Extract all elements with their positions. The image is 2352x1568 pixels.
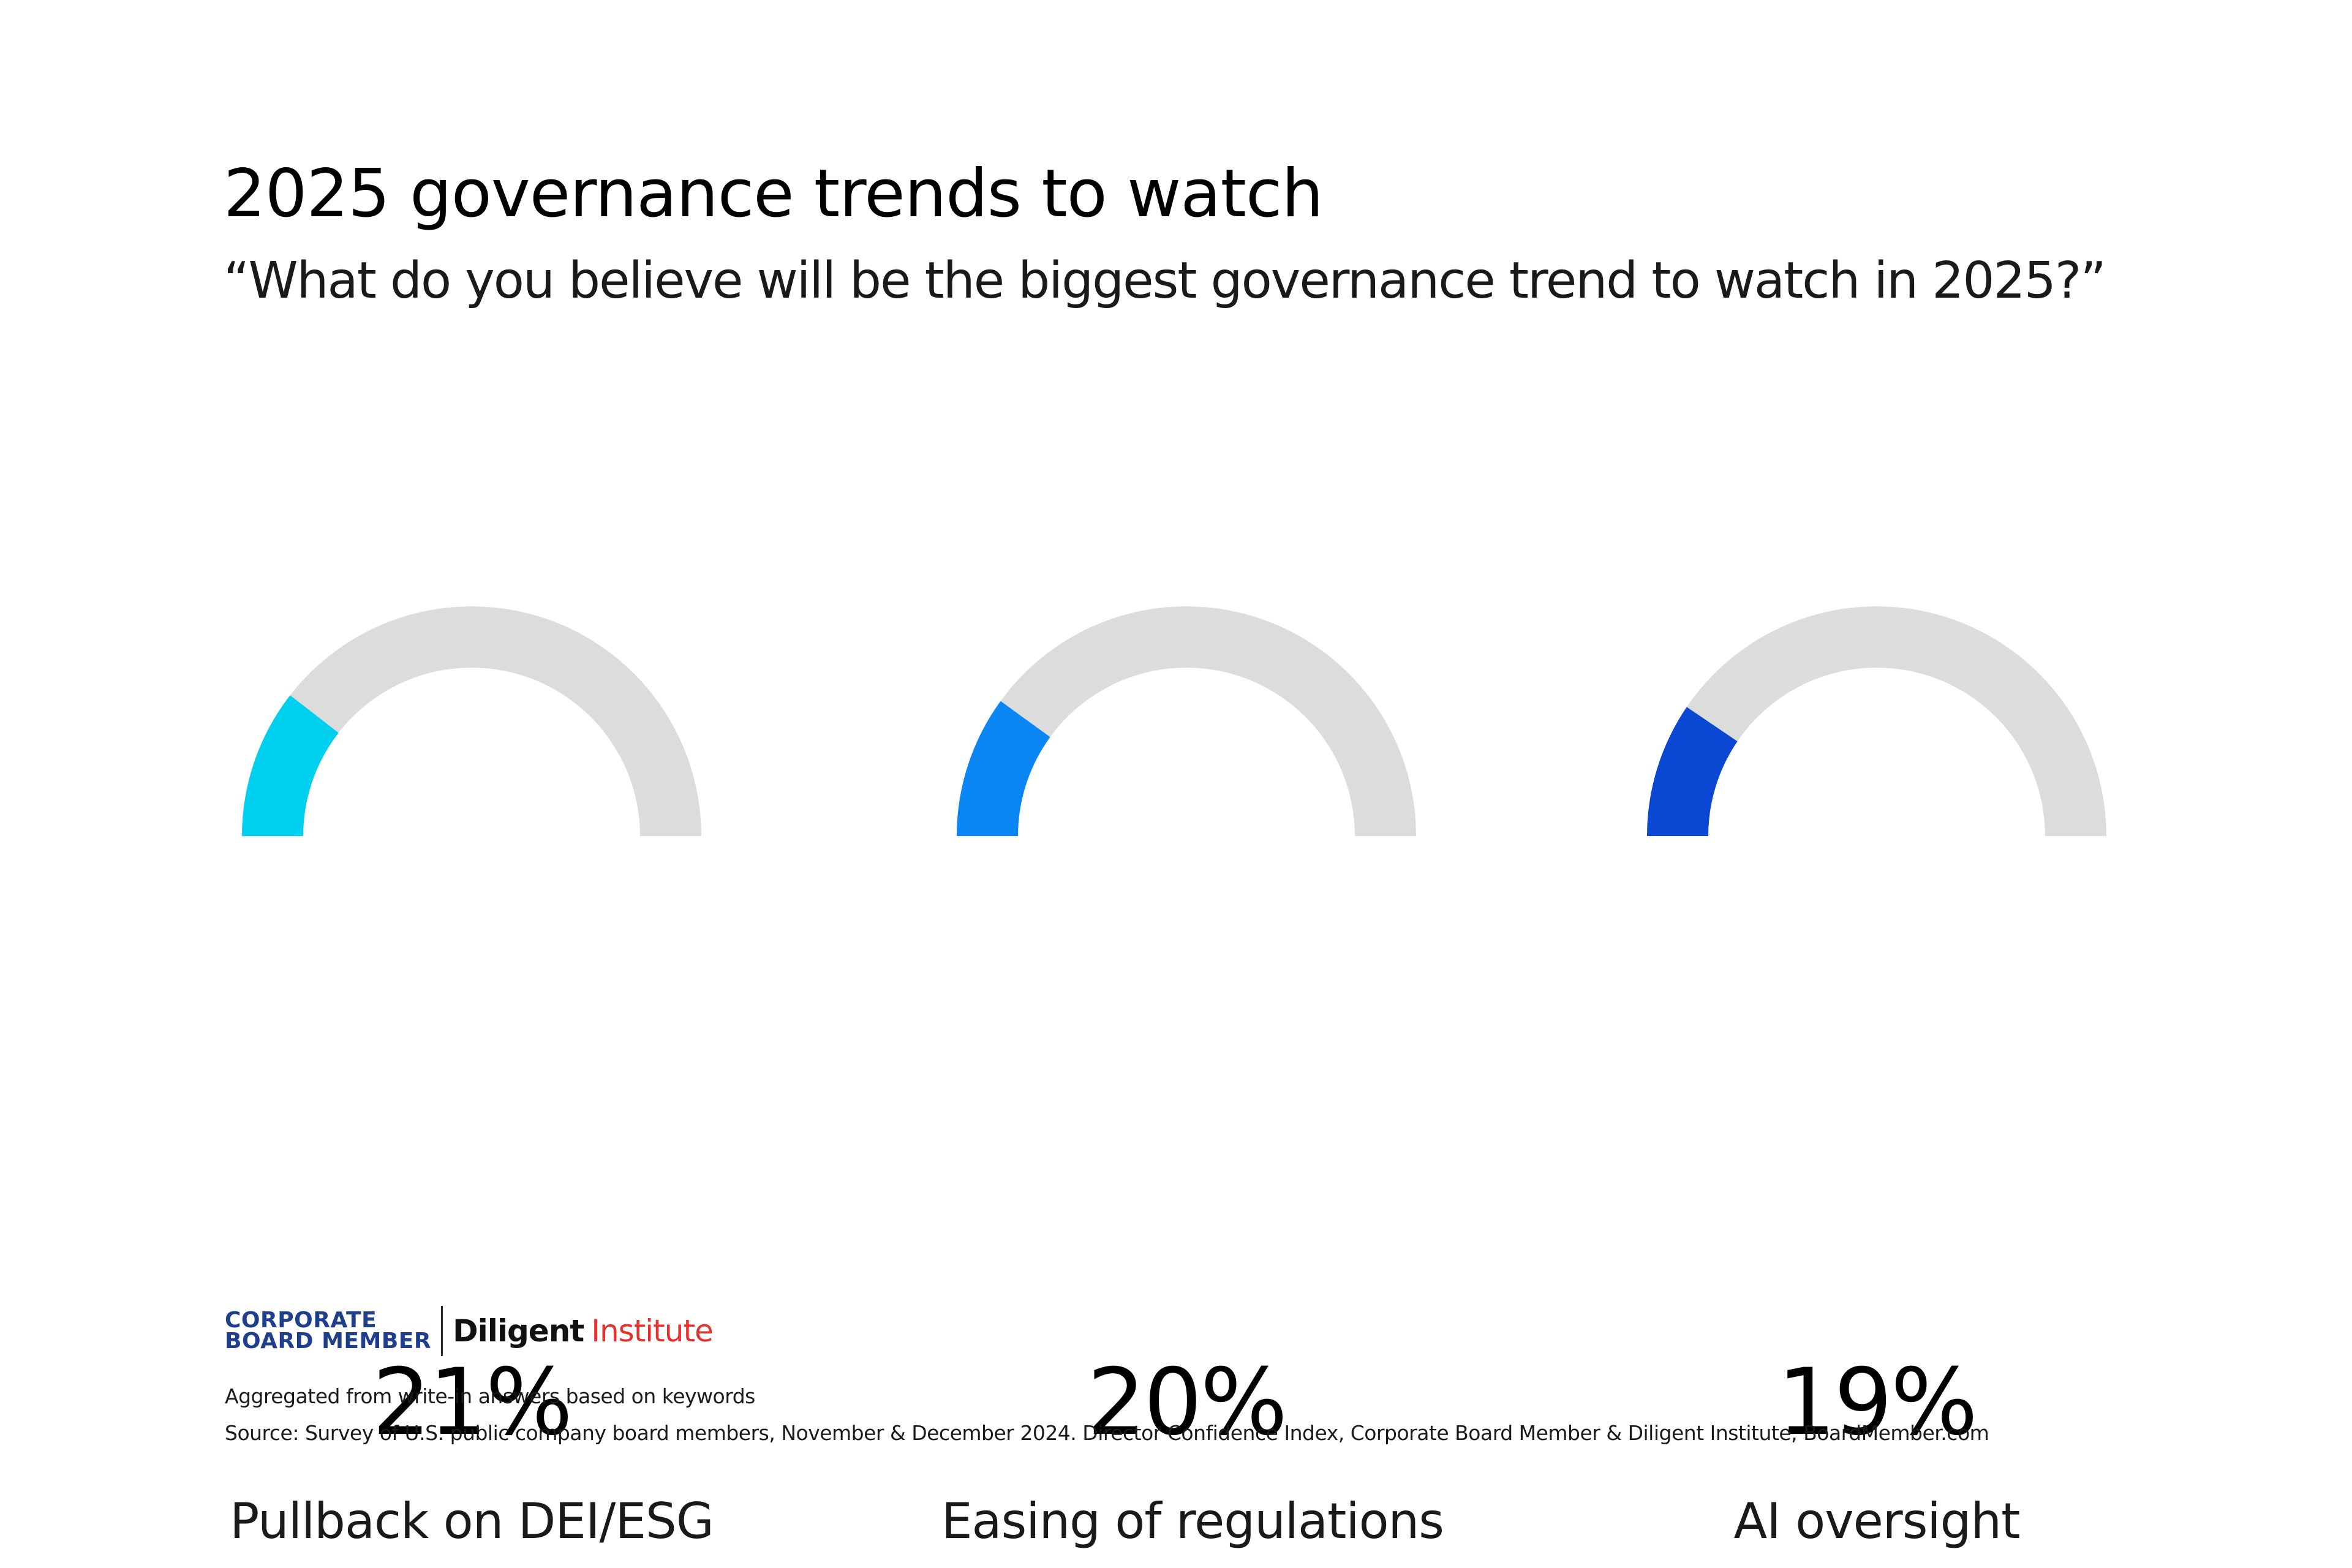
footnote-method: Aggregated from write-in answers based o… <box>225 1384 755 1408</box>
gauge-graphic <box>242 606 701 836</box>
gauge-ai-oversight: 19% AI oversight <box>1632 588 2122 1548</box>
gauge-value: 19% <box>1777 1349 1978 1456</box>
logo-divider <box>441 1306 443 1356</box>
gauge-track <box>1647 606 2106 836</box>
gauge-track <box>242 606 701 836</box>
gauge-track <box>957 606 1416 836</box>
gauge-graphic <box>957 606 1416 836</box>
gauge-graphic <box>1647 606 2106 836</box>
chart-subtitle: “What do you believe will be the biggest… <box>224 252 2106 310</box>
gauge-label: Pullback on DEI/ESG <box>230 1493 714 1550</box>
footnote-source: Source: Survey of U.S. public company bo… <box>225 1421 1989 1445</box>
gauge-fill <box>957 701 1050 836</box>
gauge-label: Easing of regulations <box>941 1493 1444 1550</box>
gauge-easing-of-regulations: 20% Easing of regulations <box>941 588 1444 1548</box>
logo-diligent: Diligent <box>453 1313 584 1349</box>
gauge-value: 20% <box>1087 1349 1287 1456</box>
logo-cbm-line2: BOARD MEMBER <box>225 1329 432 1354</box>
brand-logo: CORPORATE BOARD MEMBER Diligent Institut… <box>225 1303 714 1359</box>
logo-cbm-line1: CORPORATE <box>225 1308 377 1333</box>
gauge-fill <box>1647 707 1738 836</box>
gauge-fill <box>242 695 339 836</box>
corporate-board-member-logo: CORPORATE BOARD MEMBER <box>225 1310 431 1352</box>
chart-title: 2025 governance trends to watch <box>224 156 1324 232</box>
gauge-label: AI oversight <box>1733 1493 2021 1550</box>
gauge-value: 21% <box>372 1349 573 1456</box>
gauge-pullback-dei-esg: 21% Pullback on DEI/ESG <box>227 588 717 1548</box>
logo-institute: Institute <box>591 1313 714 1349</box>
